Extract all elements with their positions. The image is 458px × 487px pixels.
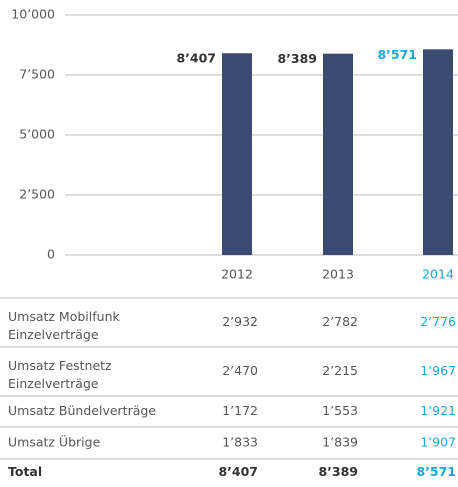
row-label-line: Umsatz Mobilfunk: [8, 309, 120, 324]
bar: [222, 53, 252, 256]
y-tick-label: 7’500: [19, 67, 55, 82]
value-label: 8’571: [377, 47, 417, 62]
cell: 1’907: [420, 435, 456, 450]
value-label: 8’389: [277, 51, 317, 66]
cell: 1’967: [420, 363, 456, 378]
bar: [323, 53, 353, 255]
y-tick-label: 0: [47, 247, 55, 262]
cell: 2’932: [222, 314, 258, 329]
row-label: Umsatz Bündelverträge: [8, 403, 156, 418]
y-tick-label: 2’500: [19, 187, 55, 202]
row-label: Umsatz Mobilfunk Einzelverträge: [8, 309, 120, 342]
value-label: 8’407: [176, 51, 216, 66]
row-label-line: Umsatz Festnetz: [8, 358, 112, 373]
cell: 1’839: [322, 435, 358, 450]
y-tick-label: 10’000: [11, 7, 55, 22]
cell: 8’389: [318, 464, 358, 479]
cell: 2’470: [222, 363, 258, 378]
x-tick-label: 2013: [322, 267, 354, 282]
row-label: Umsatz Festnetz Einzelverträge: [8, 358, 112, 391]
bar: [423, 49, 453, 255]
x-tick-label: 2012: [221, 267, 253, 282]
cell: 8’571: [416, 464, 456, 479]
cell: 1’553: [322, 403, 358, 418]
cell: 2’215: [322, 363, 358, 378]
cell: 2’776: [420, 314, 456, 329]
row-label: Total: [8, 464, 42, 479]
cell: 1’921: [420, 403, 456, 418]
cell: 8’407: [218, 464, 258, 479]
x-tick-label: 2014: [422, 267, 454, 282]
cell: 1’172: [222, 403, 258, 418]
row-label-line: Einzelverträge: [8, 327, 99, 342]
row-label: Umsatz Übrige: [8, 434, 101, 450]
row-label-line: Einzelverträge: [8, 376, 99, 391]
y-tick-label: 5’000: [19, 127, 55, 142]
cell: 2’782: [322, 314, 358, 329]
cell: 1’833: [222, 435, 258, 450]
